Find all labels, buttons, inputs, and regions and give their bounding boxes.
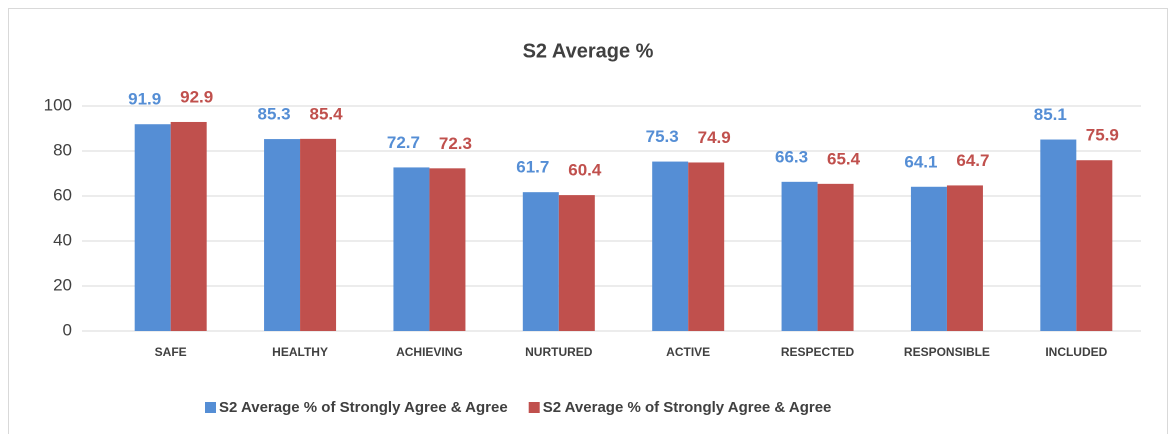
data-label: 61.7 [516,158,549,177]
data-label: 72.3 [439,134,472,153]
x-tick-label: ACHIEVING [396,345,463,359]
legend-swatch [528,402,540,413]
data-label: 66.3 [775,147,808,166]
data-label: 64.7 [956,151,989,170]
bar [558,195,595,331]
y-tick-label: 100 [44,95,72,114]
bar [688,162,725,331]
bar [652,161,689,331]
data-label: 74.9 [698,128,731,147]
data-label: 85.4 [310,104,344,123]
legend-label: S2 Average % of Strongly Agree & Agree [219,399,508,416]
bar [170,121,207,331]
data-label: 85.1 [1034,105,1067,124]
y-tick-label: 0 [63,320,72,339]
bar [300,138,337,331]
legend-label: S2 Average % of Strongly Agree & Agree [543,399,832,416]
data-label: 75.9 [1086,126,1119,145]
data-label: 64.1 [904,152,937,171]
legend-swatch [205,402,216,413]
data-label: 60.4 [568,161,602,180]
x-tick-label: ACTIVE [666,345,710,359]
y-tick-label: 80 [53,140,72,159]
x-tick-label: RESPONSIBLE [904,345,990,359]
y-tick-label: 20 [53,275,72,294]
data-label: 92.9 [180,87,213,106]
bar [781,181,818,331]
bar [910,186,947,331]
bar [393,167,430,331]
x-tick-label: INCLUDED [1045,345,1107,359]
bar [946,185,983,331]
data-label: 85.3 [258,105,291,124]
bar [134,124,171,331]
bar [264,139,301,331]
chart-title: S2 Average % [523,40,654,62]
bar [1040,139,1077,331]
bar [522,192,559,331]
x-tick-label: NURTURED [525,345,593,359]
y-tick-label: 60 [53,185,72,204]
bar [1076,160,1113,331]
y-tick-label: 40 [53,230,72,249]
data-label: 72.7 [387,133,420,152]
data-label: 75.3 [646,127,679,146]
x-tick-label: SAFE [155,345,187,359]
x-tick-label: HEALTHY [272,345,328,359]
bar [817,183,854,331]
data-label: 65.4 [827,149,861,168]
bar [429,168,466,331]
x-tick-label: RESPECTED [781,345,855,359]
data-label: 91.9 [128,90,161,109]
